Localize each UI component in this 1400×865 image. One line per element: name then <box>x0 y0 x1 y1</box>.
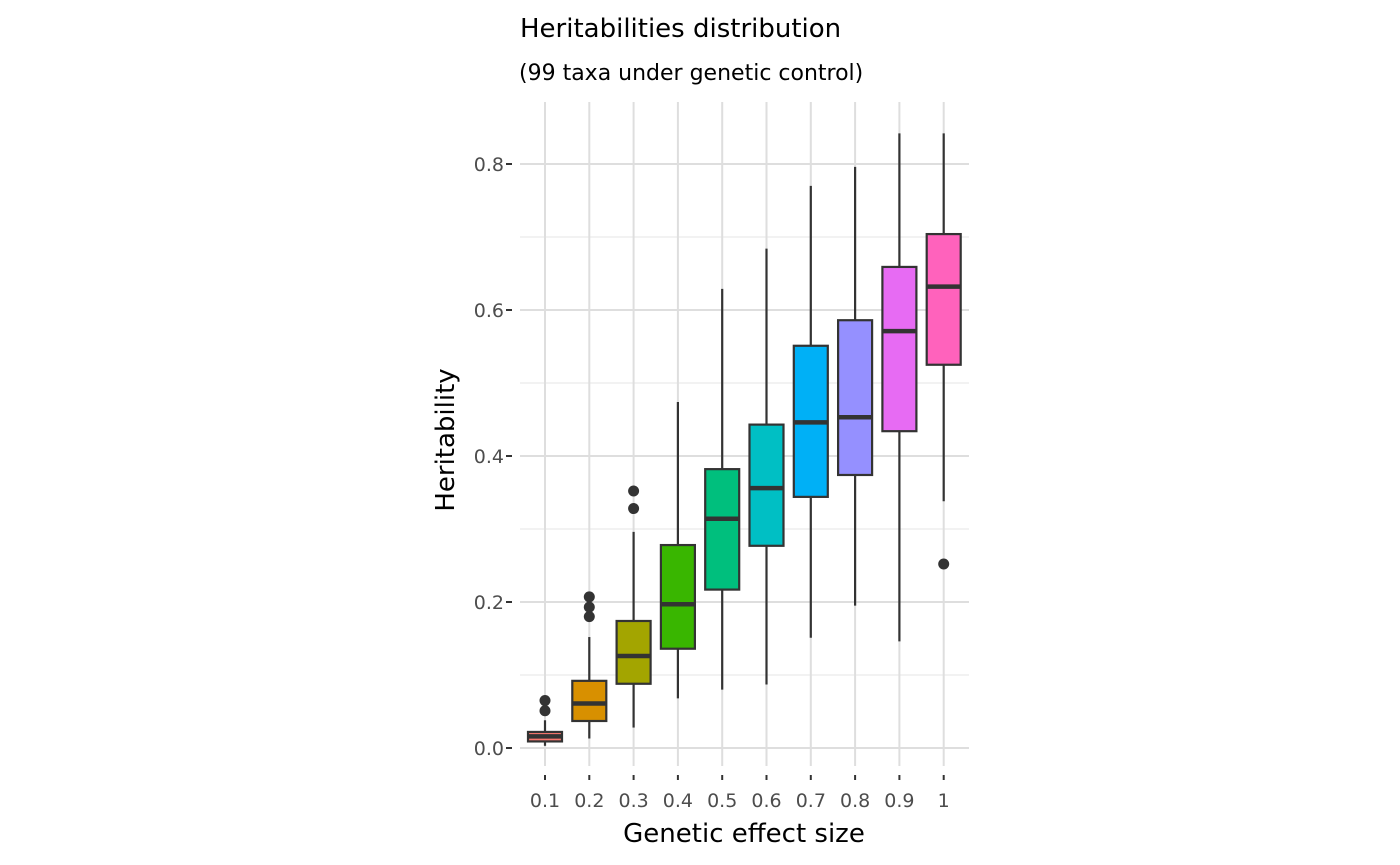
outlier-point <box>628 485 640 497</box>
box-1 <box>925 133 962 570</box>
box-0.6 <box>748 248 785 685</box>
grid-lines <box>520 102 969 766</box>
box-0.7 <box>792 185 829 638</box>
x-tick-label: 0.7 <box>796 790 826 812</box>
x-axis-title: Genetic effect size <box>623 819 865 849</box>
chart-subtitle: (99 taxa under genetic control) <box>519 61 863 86</box>
y-tick-label: 0.4 <box>474 446 504 468</box>
x-tick-label: 0.6 <box>751 790 781 812</box>
x-tick-label: 0.5 <box>707 790 737 812</box>
axes: 0.0 0.2 0.4 0.6 0.8 0.1 0.2 0.3 0.4 0.5 0.6 0.7 0.8 0… <box>474 154 950 812</box>
y-axis-title: Heritability <box>431 368 461 511</box>
box-body <box>925 232 962 366</box>
x-tick-label: 0.8 <box>840 790 870 812</box>
x-tick-label: 0.4 <box>663 790 693 812</box>
y-tick-label: 0.0 <box>474 738 504 760</box>
box-body <box>571 679 608 723</box>
box-body <box>704 468 741 591</box>
outlier-point <box>539 705 551 717</box>
y-tick-label: 0.6 <box>474 300 504 322</box>
outlier-point <box>583 601 595 613</box>
box-0.3 <box>615 485 652 728</box>
box-body <box>659 543 697 650</box>
box-body <box>615 619 652 685</box>
box-body <box>748 423 785 547</box>
x-tick-label: 0.1 <box>530 790 560 812</box>
outlier-point <box>583 591 595 603</box>
x-tick-label: 0.2 <box>574 790 604 812</box>
boxplot-series <box>526 133 962 746</box>
box-body <box>836 319 874 477</box>
x-tick-label: 0.3 <box>618 790 648 812</box>
x-tick-label: 0.9 <box>884 790 914 812</box>
outlier-point <box>938 558 950 570</box>
outlier-point <box>583 611 595 623</box>
box-0.5 <box>704 288 741 690</box>
box-body <box>881 265 918 433</box>
box-0.4 <box>659 401 697 699</box>
x-tick-label: 1 <box>938 790 950 812</box>
outlier-point <box>628 503 640 515</box>
box-0.2 <box>571 591 608 739</box>
y-tick-label: 0.8 <box>474 154 504 176</box>
box-0.1 <box>526 695 564 746</box>
y-tick-label: 0.2 <box>474 592 504 614</box>
box-0.9 <box>881 133 918 642</box>
outlier-point <box>539 695 551 707</box>
chart-title: Heritabilities distribution <box>520 14 841 44</box>
box-0.8 <box>836 166 874 606</box>
